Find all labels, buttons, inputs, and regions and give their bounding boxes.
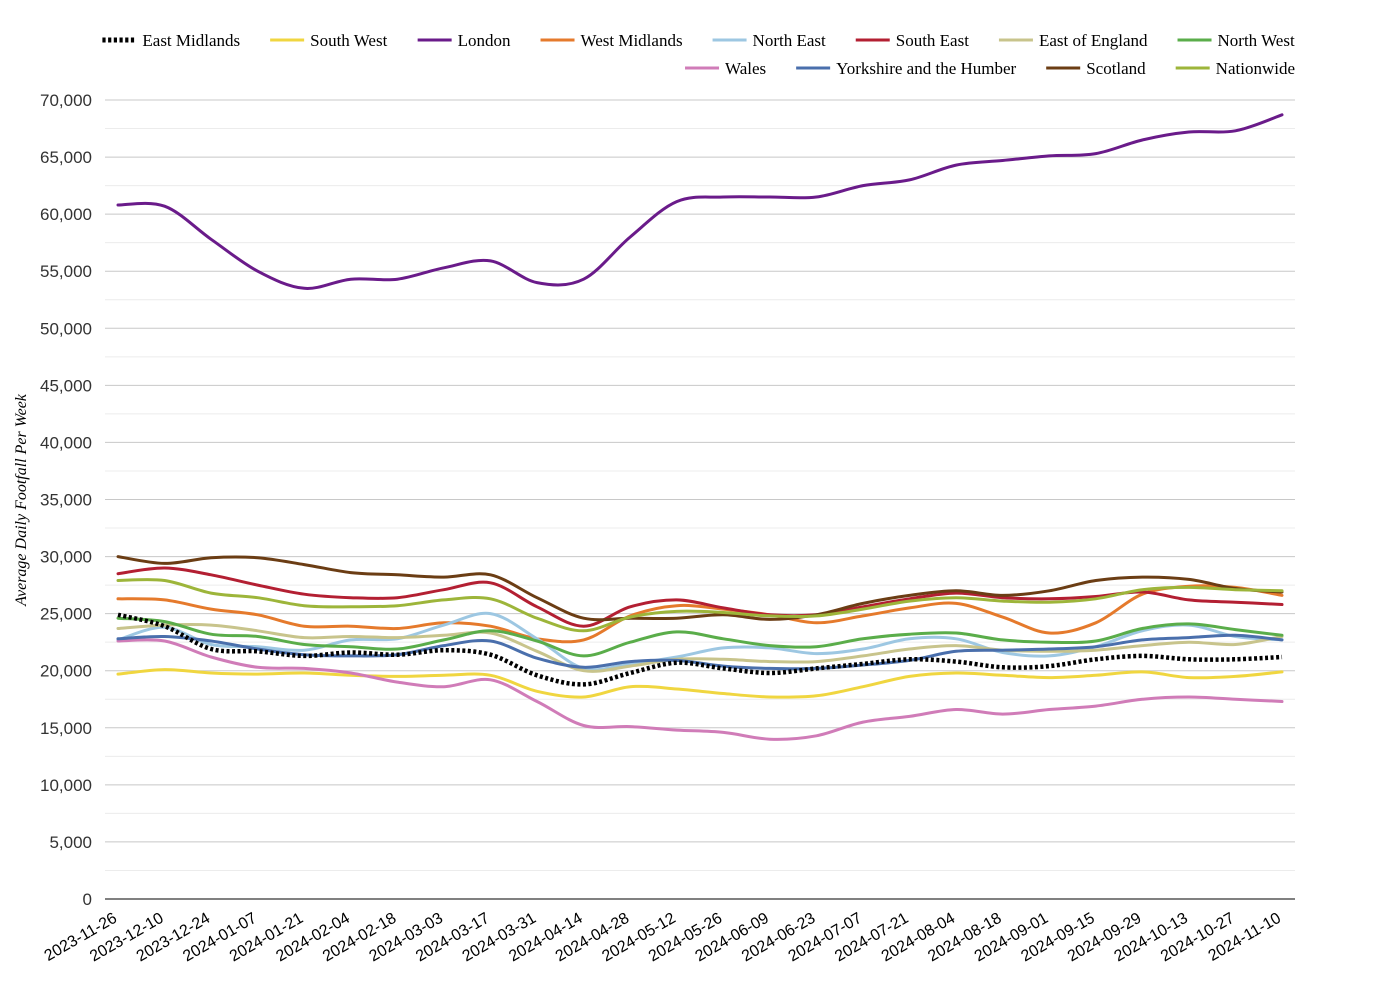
series-line-scotland [116,555,1284,622]
legend-label-north-east: North East [753,31,826,50]
y-tick-label: 25,000 [40,605,92,624]
series-lines [116,113,1284,741]
legend-label-yorkshire-and-the-humber: Yorkshire and the Humber [836,59,1016,78]
series-line-wales [116,638,1284,741]
y-tick-label: 65,000 [40,148,92,167]
series-line-yorkshire-and-the-humber [116,633,1284,671]
y-tick-label: 20,000 [40,662,92,681]
y-tick-label: 30,000 [40,548,92,567]
series-line-west-midlands [116,584,1284,644]
legend-label-scotland: Scotland [1086,59,1146,78]
y-axis-label: Average Daily Footfall Per Week [13,393,30,607]
gridlines [105,99,1295,871]
y-tick-label: 5,000 [49,833,92,852]
y-tick-label: 10,000 [40,776,92,795]
legend-label-south-west: South West [310,31,387,50]
y-tick-label: 15,000 [40,719,92,738]
y-tick-label: 45,000 [40,376,92,395]
y-tick-label: 35,000 [40,491,92,510]
legend-label-south-east: South East [896,31,969,50]
y-tick-label: 0 [83,890,92,909]
y-tick-label: 70,000 [40,91,92,110]
legend-label-west-midlands: West Midlands [581,31,683,50]
y-tick-label: 60,000 [40,205,92,224]
legend-label-london: London [458,31,511,50]
legend-label-nationwide: Nationwide [1216,59,1295,78]
series-line-east-of-england [116,623,1284,673]
y-tick-label: 40,000 [40,433,92,452]
legend-label-north-west: North West [1218,31,1295,50]
series-line-east-midlands [117,612,1283,687]
series-line-south-west [116,668,1284,699]
legend-label-east-of-england: East of England [1039,31,1148,50]
series-line-nationwide [116,578,1284,633]
series-line-south-east [116,566,1284,628]
legend-label-wales: Wales [725,59,766,78]
series-line-london [116,113,1284,290]
legend-label-east-midlands: East Midlands [142,31,240,50]
legend: East Midlands South West London West Midlan… [102,31,1295,78]
y-tick-label: 55,000 [40,262,92,281]
series-line-north-west [116,616,1284,658]
y-tick-label: 50,000 [40,319,92,338]
